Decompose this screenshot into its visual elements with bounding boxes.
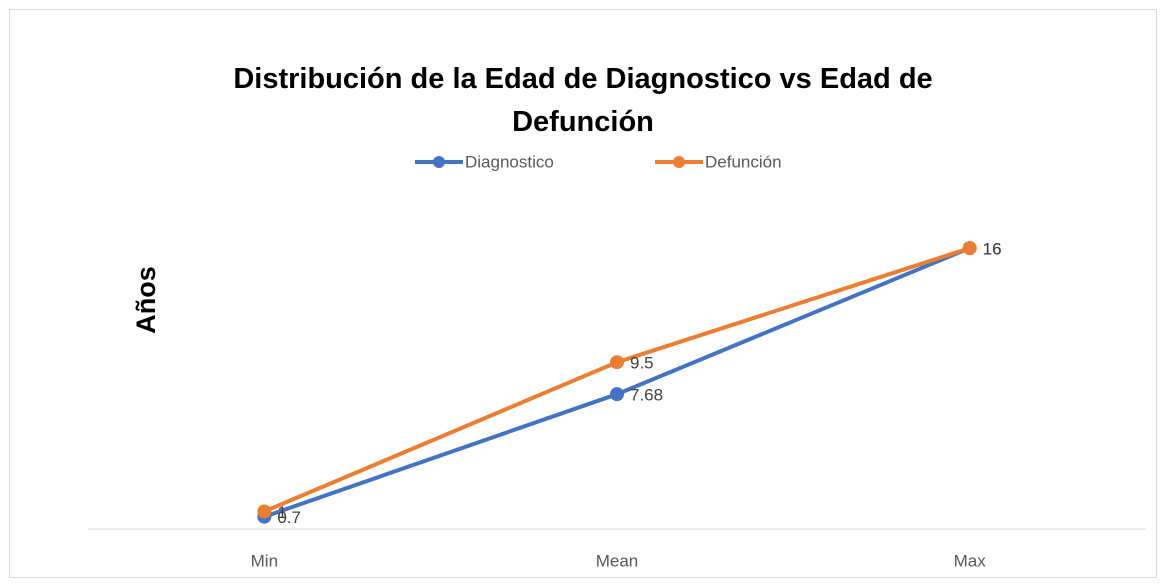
data-label: 1 (277, 503, 286, 522)
chart-frame (9, 9, 1157, 578)
chart-title: Distribución de la Edad de Diagnostico v… (233, 63, 933, 138)
x-tick-label: Min (251, 551, 278, 570)
data-label: 9.5 (630, 354, 654, 373)
data-label: 16 (983, 240, 1002, 259)
data-label: 0.7 (277, 508, 301, 527)
data-label: 7.68 (630, 386, 663, 405)
legend-marker (673, 156, 685, 168)
x-tick-label: Mean (596, 551, 639, 570)
legend-label: Diagnostico (465, 152, 554, 171)
data-label: 16 (983, 240, 1002, 259)
series-marker (610, 387, 624, 402)
series-marker (257, 504, 272, 519)
series-marker (962, 241, 977, 256)
series-line (263, 246, 971, 514)
legend-label: Defunción (705, 152, 782, 171)
series-line (263, 246, 971, 519)
legend-marker (433, 156, 445, 168)
series-marker (610, 355, 624, 370)
y-axis-label: Años (131, 266, 161, 334)
x-tick-label: Max (954, 551, 987, 570)
